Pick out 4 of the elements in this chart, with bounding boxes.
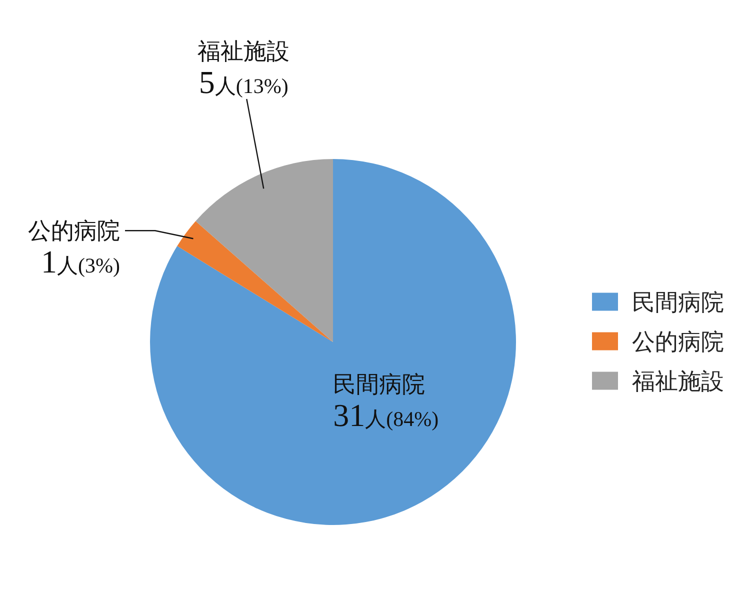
legend-label: 公的病院 [632, 329, 724, 354]
legend: 民間病院 公的病院 福祉施設 [592, 290, 724, 394]
legend-label: 民間病院 [632, 290, 724, 315]
legend-label: 福祉施設 [632, 368, 724, 394]
